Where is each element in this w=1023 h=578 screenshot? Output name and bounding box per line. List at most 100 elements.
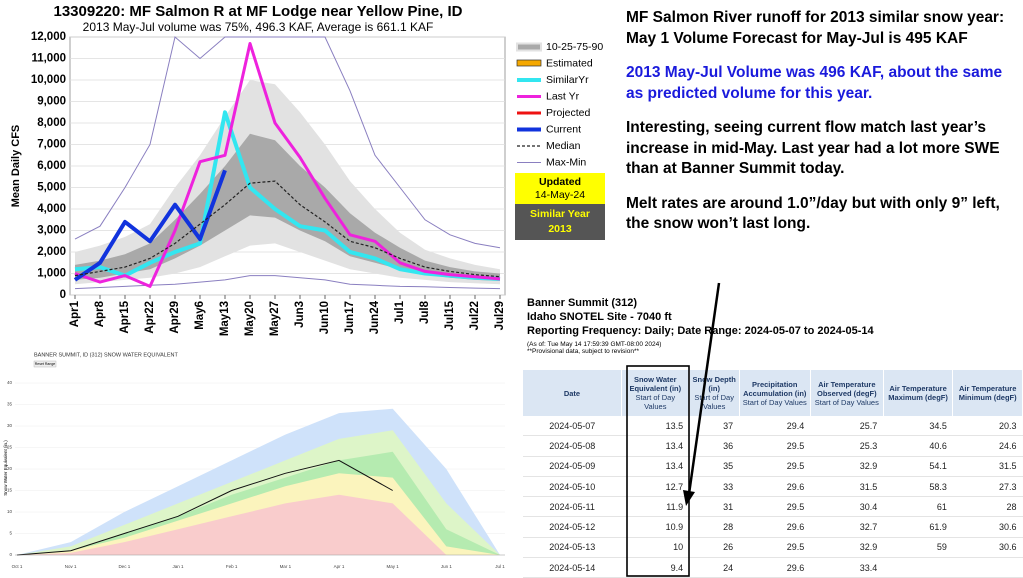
table-cell: 29.6 xyxy=(739,557,811,578)
y-tick-label: 11,000 xyxy=(31,53,66,65)
table-row: 2024-05-09 13.4 35 29.5 32.9 54.1 31.5 xyxy=(523,456,1023,477)
snotel-header: Banner Summit (312) Idaho SNOTEL Site - … xyxy=(527,296,874,355)
x-tick-label: Jul 1 xyxy=(495,564,505,569)
table-cell: 29.6 xyxy=(739,516,811,538)
provisional: **Provisional data, subject to revision*… xyxy=(527,348,640,355)
table-cell: 29.5 xyxy=(739,456,811,477)
x-tick-label: Jul8 xyxy=(419,300,431,324)
table-cell: 32.9 xyxy=(810,456,884,477)
y-tick-label: 15 xyxy=(7,488,13,493)
column-sub: Start of Day Values xyxy=(694,393,734,411)
table-cell: 29.5 xyxy=(739,496,811,518)
legend-swatch xyxy=(516,59,542,67)
table-cell: 2024-05-12 xyxy=(523,516,622,538)
y-tick-label: 8,000 xyxy=(37,117,66,129)
series-line xyxy=(73,169,227,282)
table-cell: 24.6 xyxy=(952,435,1023,457)
table-cell: 28 xyxy=(952,496,1023,518)
table-cell: 2024-05-07 xyxy=(523,416,622,437)
table-row: 2024-05-12 10.9 28 29.6 32.7 61.9 30.6 xyxy=(523,516,1023,538)
column-header: Air Temperature Maximum (degF) xyxy=(883,370,954,416)
x-tick-label: May 1 xyxy=(387,564,400,569)
band-25-75 xyxy=(75,133,500,281)
table-cell: 31 xyxy=(689,496,740,518)
table-cell: 10 xyxy=(621,537,690,559)
table-cell: 27.3 xyxy=(952,476,1023,498)
x-tick-label: May6 xyxy=(194,301,206,330)
reset-button-label[interactable]: Reset Range xyxy=(35,362,55,366)
table-cell: 54.1 xyxy=(883,456,953,477)
y-tick-label: 35 xyxy=(7,402,13,407)
table-cell: 33 xyxy=(689,476,740,498)
y-tick-label: 3,000 xyxy=(37,225,66,237)
legend-label: Median xyxy=(546,140,581,152)
legend-swatch xyxy=(516,42,542,52)
column-sub: Start of Day Values xyxy=(814,397,879,407)
table-cell: 2024-05-13 xyxy=(523,537,622,559)
x-tick-label: Jul15 xyxy=(444,300,456,330)
column-sub: Start of Day Values xyxy=(635,393,676,411)
x-tick-label: Jan 1 xyxy=(172,564,184,569)
table-cell: 25.7 xyxy=(810,416,884,437)
table-cell: 32.7 xyxy=(810,516,884,538)
x-tick-label: Mar 1 xyxy=(280,564,292,569)
x-tick-label: Dec 1 xyxy=(118,564,130,569)
x-tick-label: Jun24 xyxy=(369,300,381,334)
note: Interesting, seeing current flow match l… xyxy=(626,119,1000,177)
table-row: 2024-05-14 9.4 24 29.6 33.4 xyxy=(523,557,1023,578)
x-tick-label: Feb 1 xyxy=(226,564,238,569)
y-tick-label: 25 xyxy=(7,445,13,450)
x-tick-label: Apr 1 xyxy=(334,564,345,569)
x-tick-label: Jul1 xyxy=(394,300,406,324)
legend-label: Estimated xyxy=(546,57,593,69)
column-name: Precipitation Accumulation (in) xyxy=(743,379,807,398)
column-header: Precipitation Accumulation (in) Start of … xyxy=(739,370,811,416)
column-name: Air Temperature Observed (degF) xyxy=(817,379,877,398)
column-name: Snow Depth (in) xyxy=(692,375,736,393)
table-cell: 26 xyxy=(689,537,740,559)
legend-label: Last Yr xyxy=(546,90,580,102)
column-sub: Start of Day Values xyxy=(742,397,807,407)
site-name: Banner Summit (312) xyxy=(527,297,638,309)
series-line xyxy=(74,110,501,281)
chart-title: 13309220: MF Salmon R at MF Lodge near Y… xyxy=(53,3,462,20)
updated-label: Updated xyxy=(539,176,581,188)
x-tick-label: May27 xyxy=(269,301,281,336)
note: MF Salmon River runoff for 2013 similar … xyxy=(626,9,1005,26)
table-cell: 40.6 xyxy=(883,435,953,457)
y-tick-label: 4,000 xyxy=(37,203,66,215)
table-row: 2024-05-07 13.5 37 29.4 25.7 34.5 20.3 xyxy=(523,416,1023,437)
y-tick-label: 2,000 xyxy=(37,246,66,258)
table-cell: 29.4 xyxy=(739,416,811,437)
site-network: Idaho SNOTEL Site - 7040 ft xyxy=(527,311,672,323)
notes: MF Salmon River runoff for 2013 similar … xyxy=(626,8,1018,235)
similar-box xyxy=(515,204,605,240)
note: 2013 May-Jul Volume was 496 KAF, about t… xyxy=(626,64,1003,102)
x-tick-label: Apr1 xyxy=(69,300,81,327)
similar-year: 2013 xyxy=(548,223,572,235)
y-tick-label: 40 xyxy=(7,380,13,385)
table-cell: 13.4 xyxy=(621,435,690,457)
series-line xyxy=(74,42,501,288)
y-tick-label: 20 xyxy=(7,466,13,471)
table-cell: 2024-05-14 xyxy=(523,557,622,578)
table-cell: 58.3 xyxy=(883,476,953,498)
table-cell: 11.9 xyxy=(621,496,690,518)
table-cell: 30.6 xyxy=(952,516,1023,538)
table-cell: 9.4 xyxy=(621,557,690,578)
table-cell: 30.6 xyxy=(952,537,1023,559)
percentile-area xyxy=(17,494,500,555)
x-tick-label: Jun 1 xyxy=(441,564,453,569)
chart-subtitle: 2013 May-Jul volume was 75%, 496.3 KAF, … xyxy=(83,20,434,34)
table-cell: 2024-05-10 xyxy=(523,476,622,498)
table-row: 2024-05-11 11.9 31 29.5 30.4 61 28 xyxy=(523,496,1023,518)
x-tick-label: Jun17 xyxy=(344,301,356,334)
y-tick-label: 0 xyxy=(9,552,12,557)
reset-button[interactable] xyxy=(33,360,57,368)
x-tick-label: Jul22 xyxy=(469,301,481,330)
legend-label: Projected xyxy=(546,107,591,119)
x-tick-label: Jul29 xyxy=(494,301,506,330)
column-header: Date xyxy=(523,370,622,416)
y-tick-label: 0 xyxy=(60,289,66,301)
